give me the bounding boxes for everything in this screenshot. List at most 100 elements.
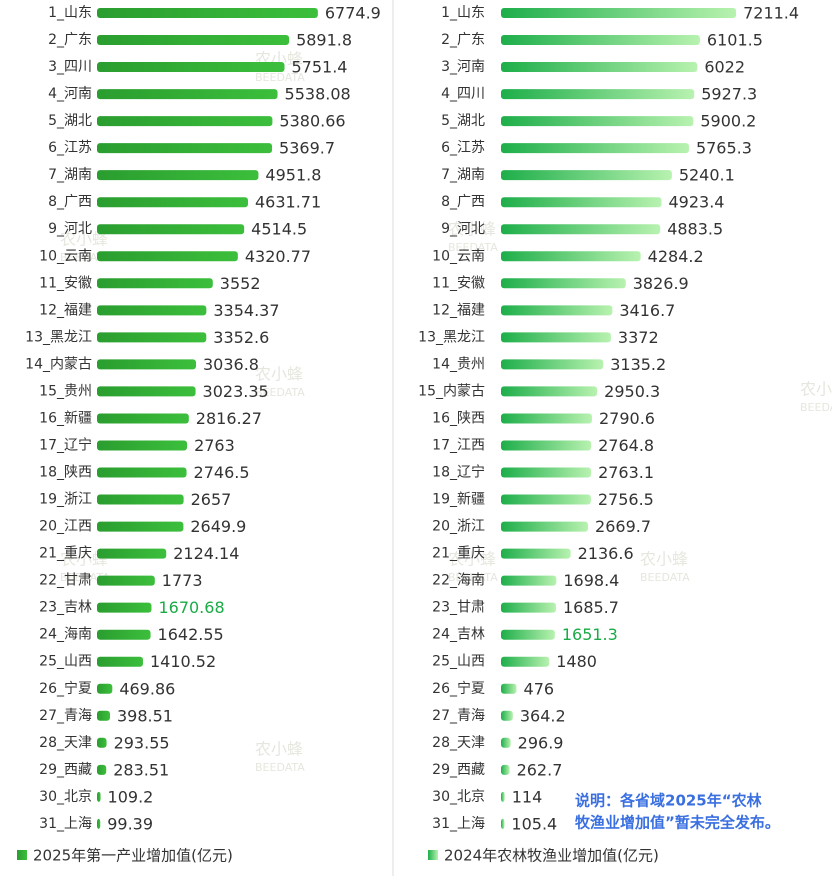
watermark: 农小蜂 <box>448 220 496 239</box>
bar <box>97 494 184 505</box>
legend-marker <box>428 850 438 860</box>
bar <box>97 602 152 613</box>
watermark: BEEDATA <box>448 571 498 584</box>
category-label: 5_湖北 <box>441 113 485 129</box>
value-label: 5891.8 <box>296 31 352 50</box>
category-label: 30_北京 <box>432 789 485 805</box>
value-label: 5380.66 <box>279 112 345 131</box>
category-label: 1_山东 <box>441 5 485 21</box>
value-label: 1670.68 <box>158 598 224 617</box>
bar <box>97 62 285 73</box>
value-label: 5927.3 <box>701 85 757 104</box>
category-label: 27_青海 <box>432 708 485 724</box>
bar <box>97 8 318 18</box>
watermark: BEEDATA <box>800 401 832 414</box>
category-label: 3_四川 <box>48 59 92 75</box>
bar <box>97 656 143 667</box>
value-label: 2763.1 <box>598 463 654 482</box>
category-label: 12_福建 <box>39 302 92 318</box>
watermark: BEEDATA <box>255 71 305 84</box>
watermark: 农小蜂 <box>448 550 496 569</box>
category-label: 9_河北 <box>441 221 485 237</box>
bar <box>501 440 592 451</box>
bar <box>501 764 510 775</box>
value-label: 3826.9 <box>633 274 689 293</box>
value-label: 3416.7 <box>619 301 675 320</box>
category-label: 29_西藏 <box>432 762 485 778</box>
value-label: 2669.7 <box>595 517 651 536</box>
bar <box>97 791 101 802</box>
bar <box>97 224 245 235</box>
bar <box>501 116 694 127</box>
category-label: 21_重庆 <box>432 546 485 562</box>
bar <box>501 413 592 424</box>
value-label: 2764.8 <box>598 436 654 455</box>
legend-label: 2024年农林牧渔业增加值(亿元) <box>444 847 659 865</box>
bar <box>501 602 556 613</box>
category-label: 6_江苏 <box>48 140 92 156</box>
category-label: 29_西藏 <box>39 762 92 778</box>
category-label: 7_湖南 <box>441 167 485 183</box>
value-label: 3036.8 <box>203 355 259 374</box>
value-label: 364.2 <box>520 706 566 725</box>
bar <box>97 737 107 748</box>
category-label: 11_安徽 <box>39 275 92 291</box>
category-label: 18_辽宁 <box>432 464 485 481</box>
bar <box>97 467 187 478</box>
value-label: 6101.5 <box>707 31 763 50</box>
bar <box>97 521 184 532</box>
value-label: 3135.2 <box>610 355 666 374</box>
category-label: 18_陕西 <box>39 465 92 481</box>
bar <box>501 629 555 640</box>
category-label: 15_内蒙古 <box>418 383 485 399</box>
category-label: 25_山西 <box>432 654 485 670</box>
bar <box>97 278 213 289</box>
value-label: 2756.5 <box>598 490 654 509</box>
value-label: 1480 <box>556 652 597 671</box>
category-label: 14_内蒙古 <box>25 356 92 372</box>
category-label: 26_宁夏 <box>39 680 92 697</box>
value-label: 2124.14 <box>173 544 239 563</box>
value-label: 6774.9 <box>325 4 381 23</box>
category-label: 19_新疆 <box>432 492 485 508</box>
value-label: 7211.4 <box>743 4 799 23</box>
bar <box>501 467 592 478</box>
value-label: 4883.5 <box>667 220 723 239</box>
value-label: 1651.3 <box>562 625 618 644</box>
category-label: 25_山西 <box>39 654 92 670</box>
bar <box>501 683 517 694</box>
watermark: BEEDATA <box>255 386 305 399</box>
value-label: 3372 <box>618 328 659 347</box>
category-label: 28_天津 <box>432 735 485 751</box>
bar <box>501 35 700 46</box>
watermark: 农小蜂 <box>60 230 108 249</box>
value-label: 476 <box>524 679 555 698</box>
bar <box>97 764 107 775</box>
value-label: 5369.7 <box>279 139 335 158</box>
bar <box>501 494 591 505</box>
category-label: 17_辽宁 <box>39 436 92 453</box>
value-label: 105.4 <box>511 814 557 833</box>
value-label: 262.7 <box>517 760 563 779</box>
bar <box>97 818 101 829</box>
value-label: 4631.71 <box>255 193 321 212</box>
value-label: 5538.08 <box>285 85 351 104</box>
category-label: 3_河南 <box>441 59 485 75</box>
bar <box>501 332 611 343</box>
value-label: 296.9 <box>518 733 564 752</box>
value-label: 5240.1 <box>679 166 735 185</box>
value-label: 5765.3 <box>696 139 752 158</box>
category-label: 28_天津 <box>39 735 92 751</box>
category-label: 10_云南 <box>39 248 92 264</box>
bar <box>97 710 110 721</box>
bar <box>97 116 273 127</box>
bar <box>501 818 505 829</box>
category-label: 16_陕西 <box>432 410 485 426</box>
value-label: 2816.27 <box>196 409 262 428</box>
value-label: 4514.5 <box>251 220 307 239</box>
category-label: 20_浙江 <box>432 519 485 535</box>
bar <box>97 35 290 46</box>
value-label: 6022 <box>704 58 745 77</box>
value-label: 2136.6 <box>578 544 634 563</box>
category-label: 31_上海 <box>39 816 92 832</box>
